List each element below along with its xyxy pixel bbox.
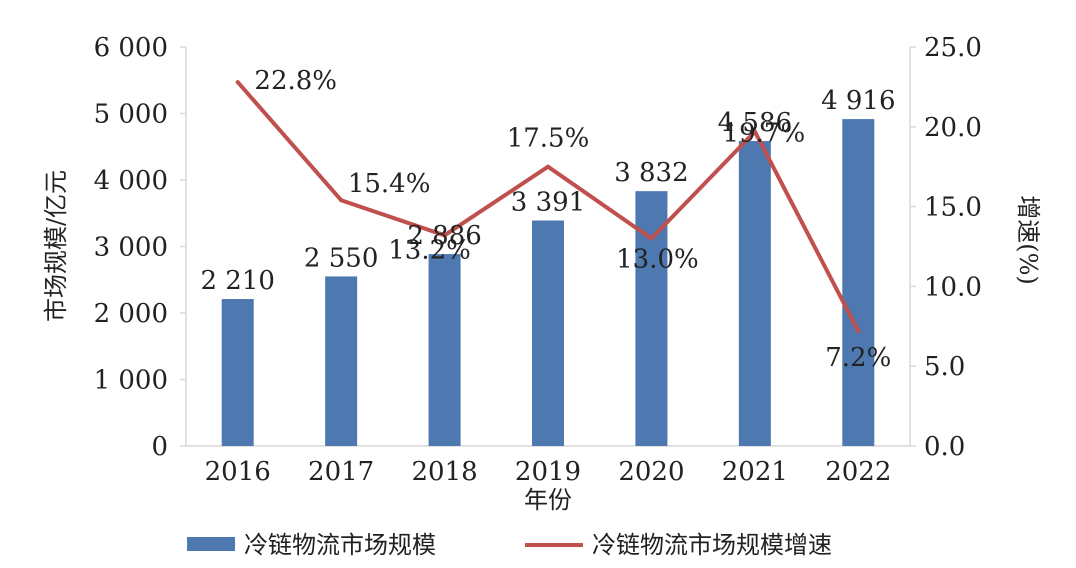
- line-point: [546, 164, 550, 169]
- line-point: [442, 233, 447, 238]
- x-axis-title: 年份: [524, 486, 572, 514]
- y-axis-right-tick-label: 20.0: [924, 113, 982, 143]
- x-axis-tick-label: 2018: [411, 457, 477, 487]
- bar-series: [221, 119, 875, 446]
- y-axis-left-tick-label: 3 000: [94, 233, 168, 263]
- bar-data-label: 3 832: [614, 158, 688, 188]
- bar: [532, 220, 564, 446]
- bar-data-label: 4 586: [718, 108, 792, 138]
- legend: 冷链物流市场规模 冷链物流市场规模增速: [187, 531, 832, 559]
- line-point: [339, 198, 344, 203]
- y-axis-right-ticks: 0.0 5.0 10.0 15.0 20.0 25.0: [910, 33, 982, 462]
- y-axis-left-tick-label: 0: [151, 432, 168, 462]
- line-data-label: 7.2%: [825, 343, 891, 373]
- bar: [842, 119, 875, 446]
- line-data-label: 19.7%: [723, 119, 806, 149]
- x-axis-tick-label: 2022: [825, 457, 891, 487]
- y-axis-right-title: 增速(%): [1014, 195, 1042, 285]
- line-data-label: 13.2%: [388, 235, 471, 265]
- y-axis-left-ticks: 0 1 000 2 000 3 000 4 000 5 000 6 000: [94, 33, 186, 462]
- line-data-label: 22.8%: [254, 66, 337, 96]
- legend-swatch-bar: [187, 537, 235, 551]
- bar: [428, 254, 461, 446]
- legend-label-bar: 冷链物流市场规模: [244, 531, 436, 559]
- line-series: [235, 80, 861, 334]
- x-axis-tick-label: 2016: [205, 457, 271, 487]
- x-axis-tick-label: 2020: [618, 457, 684, 487]
- line-data-label: 15.4%: [348, 169, 431, 199]
- bar-data-label: 3 391: [511, 187, 585, 217]
- bar: [738, 141, 771, 446]
- y-axis-right-tick-label: 25.0: [924, 33, 982, 63]
- y-axis-left-tick-label: 2 000: [94, 299, 168, 329]
- y-axis-left-tick-label: 1 000: [94, 366, 168, 396]
- bar-data-label: 2 886: [407, 221, 481, 251]
- bar: [635, 191, 668, 446]
- line-point: [235, 80, 240, 85]
- bar-data-label: 2 210: [200, 266, 274, 296]
- y-axis-right-tick-label: 0.0: [924, 432, 965, 462]
- legend-label-line: 冷链物流市场规模增速: [592, 531, 832, 559]
- y-axis-right-tick-label: 10.0: [924, 272, 982, 302]
- line-data-label: 17.5%: [507, 124, 590, 154]
- y-axis-right-tick-label: 15.0: [924, 193, 982, 223]
- bar: [221, 299, 254, 446]
- bar: [325, 276, 358, 446]
- bar-data-label: 4 916: [821, 86, 895, 116]
- bar-data-label: 2 550: [304, 243, 378, 273]
- x-axis-tick-label: 2019: [515, 457, 581, 487]
- line-point: [752, 129, 757, 134]
- line-data-labels: 22.8% 15.4% 13.2% 17.5% 13.0% 19.7% 7.2%: [254, 66, 891, 373]
- y-axis-left-tick-label: 5 000: [94, 100, 168, 130]
- line-data-label: 13.0%: [616, 245, 699, 275]
- x-axis-ticks: 2016 2017 2018 2019 2020 2021 2022: [205, 457, 892, 487]
- x-axis-tick-label: 2021: [722, 457, 788, 487]
- line-point: [856, 329, 861, 334]
- line-point: [649, 236, 654, 241]
- bar-data-labels: 2 210 2 550 2 886 3 391 3 832 4 586 4 916: [200, 86, 895, 296]
- y-axis-left-title: 市场规模/亿元: [42, 170, 70, 322]
- y-axis-left-tick-label: 6 000: [94, 33, 168, 63]
- x-axis-tick-label: 2017: [308, 457, 374, 487]
- y-axis-right-tick-label: 5.0: [924, 352, 965, 382]
- y-axis-left-tick-label: 4 000: [94, 166, 168, 196]
